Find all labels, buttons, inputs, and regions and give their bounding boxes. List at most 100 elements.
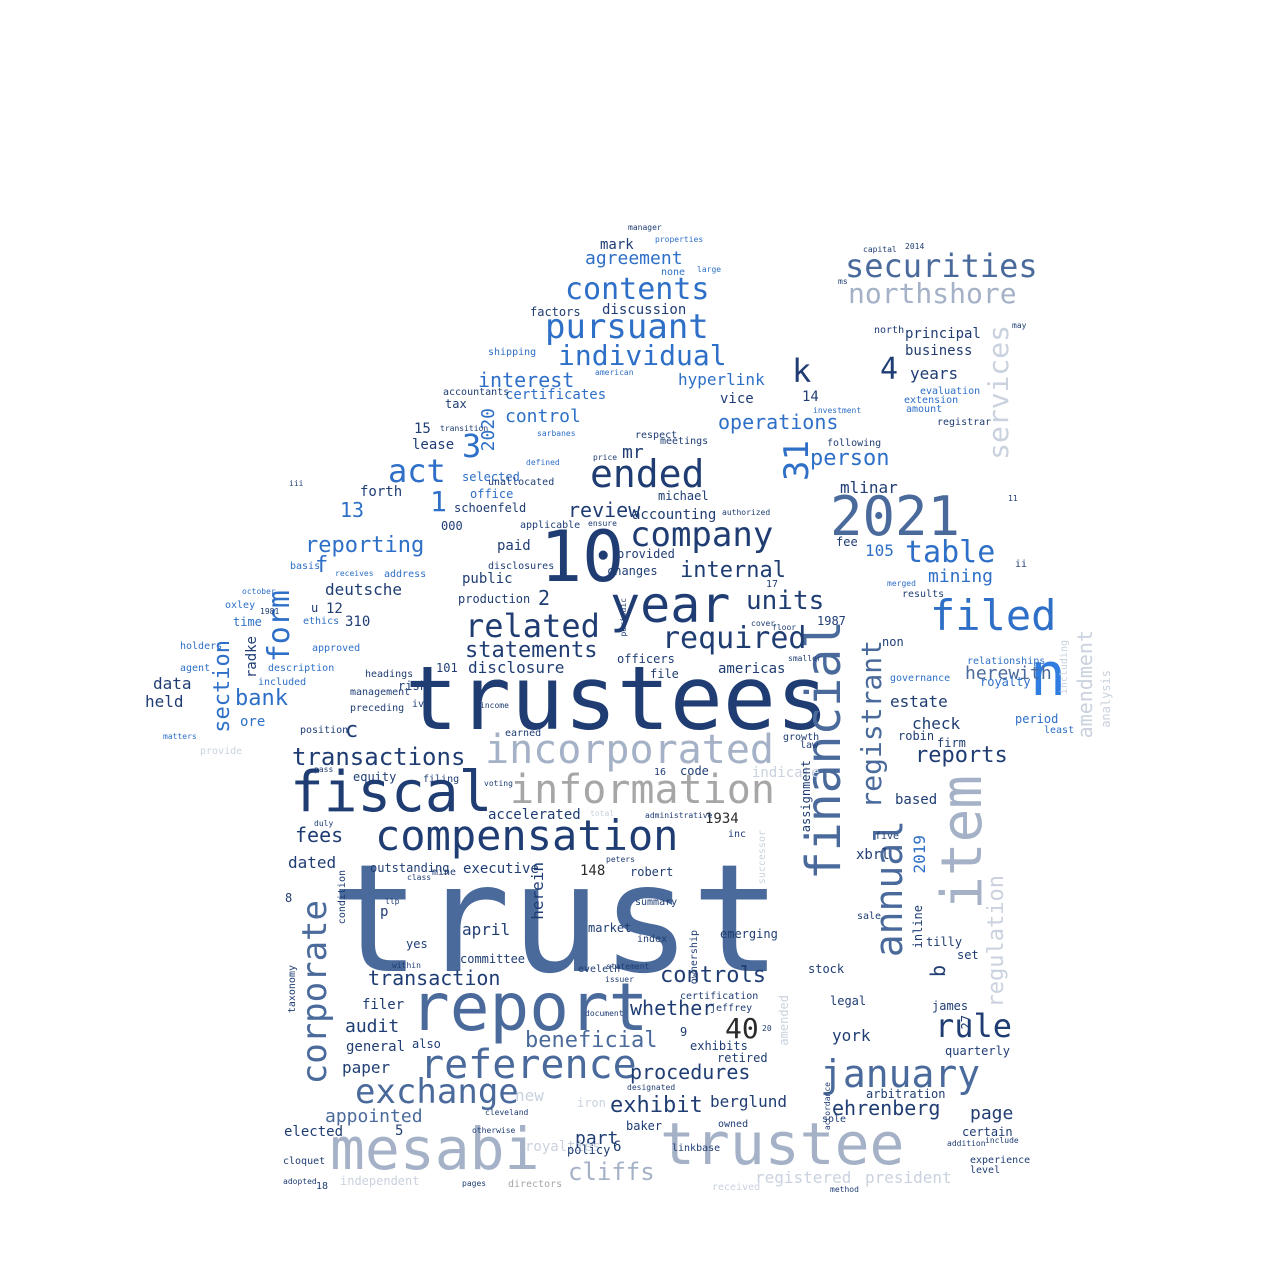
word-held: held xyxy=(145,692,184,711)
word-company: company xyxy=(630,515,774,555)
word-risk: risk xyxy=(398,679,427,693)
word-tilly: tilly xyxy=(926,935,963,949)
word-michael: michael xyxy=(658,489,709,503)
word-llp: llp xyxy=(385,897,400,906)
word-directors: directors xyxy=(508,1179,563,1190)
word-position: position xyxy=(300,725,349,736)
word-iron: iron xyxy=(577,1096,606,1110)
word-basis: basis xyxy=(290,561,321,572)
word-cover: cover xyxy=(751,619,776,628)
word-whether: whether xyxy=(630,996,715,1020)
word-addition: addition xyxy=(947,1139,986,1148)
word-headings: headings xyxy=(365,669,414,680)
word-address: address xyxy=(384,569,427,580)
word-herewith: herewith xyxy=(965,663,1052,684)
word-18: 18 xyxy=(316,1181,329,1192)
word-may: may xyxy=(1012,321,1027,330)
word-radke: radke xyxy=(244,636,260,679)
word-within: within xyxy=(392,961,421,970)
word-310: 310 xyxy=(345,614,371,630)
word-large: large xyxy=(697,265,722,274)
word-transactions: transactions xyxy=(292,743,466,771)
word-capital: capital xyxy=(863,245,897,254)
word-control: control xyxy=(505,406,581,427)
word-results: results xyxy=(902,589,945,600)
word-12: 12 xyxy=(326,601,343,617)
word-3: 3 xyxy=(462,427,482,465)
word-five: five xyxy=(875,831,900,842)
word-part: part xyxy=(575,1128,619,1149)
word-controls: controls xyxy=(660,963,766,988)
word-properties: properties xyxy=(655,235,704,244)
word-evaluation: evaluation xyxy=(920,386,981,397)
word-principal: principal xyxy=(905,326,981,342)
word-trustees: trustees xyxy=(405,647,829,750)
word-inline: inline xyxy=(911,905,925,949)
word-administrative: administrative xyxy=(645,811,713,820)
word-october: october xyxy=(242,587,276,596)
word-general: general xyxy=(346,1039,406,1055)
word-accelerated: accelerated xyxy=(488,807,581,823)
word-trust: trust xyxy=(330,833,782,1007)
word-executive: executive xyxy=(463,861,539,877)
word-code: code xyxy=(680,764,709,778)
word-linkbase: linkbase xyxy=(672,1143,721,1154)
word-taxonomy: taxonomy xyxy=(287,965,298,1014)
word-adopted: adopted xyxy=(283,1177,317,1186)
word-index: index xyxy=(637,934,668,945)
word-form: form xyxy=(262,590,297,663)
word-independent: independent xyxy=(340,1174,420,1188)
word-services: services xyxy=(982,325,1015,460)
word-amendment: amendment xyxy=(1073,630,1097,739)
word-officers: officers xyxy=(617,652,675,666)
word-amount: amount xyxy=(906,404,943,415)
word-4: 4 xyxy=(880,352,899,387)
word-internal: internal xyxy=(680,558,786,583)
word-incorporated: incorporated xyxy=(485,727,774,773)
word-provide: provide xyxy=(200,746,243,757)
word-production: production xyxy=(458,592,531,606)
word-new: new xyxy=(515,1086,544,1105)
word-accounting: accounting xyxy=(632,507,717,523)
word-11: 11 xyxy=(1008,494,1018,503)
word-filing: filing xyxy=(423,774,460,785)
word-required: required xyxy=(662,621,807,656)
word-review: review xyxy=(568,498,641,522)
word-sole: sole xyxy=(822,1114,847,1125)
word-outstanding: outstanding xyxy=(370,861,450,875)
word-pages: pages xyxy=(462,1179,487,1188)
word-elected: elected xyxy=(284,1124,344,1140)
word-securities: securities xyxy=(845,247,1038,285)
word-27: 27 xyxy=(959,1015,973,1030)
word-disclosures: disclosures xyxy=(488,561,555,572)
word-duly: duly xyxy=(314,819,334,828)
word-retired: retired xyxy=(717,1051,768,1065)
word-public: public xyxy=(462,571,513,587)
word-rule: rule xyxy=(935,1007,1013,1045)
word-statements: statements xyxy=(465,638,598,663)
word-page: page xyxy=(970,1103,1014,1124)
word-iii: iii xyxy=(289,479,304,488)
word-deutsche: deutsche xyxy=(325,580,403,599)
word-registered: registered xyxy=(755,1168,852,1187)
word-following: following xyxy=(827,438,882,449)
word-file: file xyxy=(650,667,679,681)
word-certificates: certificates xyxy=(505,387,607,403)
word-accordance: accordance xyxy=(823,1082,832,1131)
word-arbitration: arbitration xyxy=(866,1087,946,1101)
word-emerging: emerging xyxy=(720,927,778,941)
word-quarterly: quarterly xyxy=(945,1044,1011,1058)
word-set: set xyxy=(957,948,979,962)
word-management: management xyxy=(350,687,411,698)
word-floor: floor xyxy=(772,623,797,632)
word-factors: factors xyxy=(530,305,581,319)
word-statement: statement xyxy=(606,962,650,971)
word-level: level xyxy=(970,1165,1001,1176)
word-shipping: shipping xyxy=(488,347,537,358)
word-forth: forth xyxy=(360,484,403,500)
word-agent: agent xyxy=(180,663,211,674)
word-16: 16 xyxy=(654,767,667,778)
word-1: 1 xyxy=(430,485,447,518)
word-indicate: indicate xyxy=(752,765,820,781)
